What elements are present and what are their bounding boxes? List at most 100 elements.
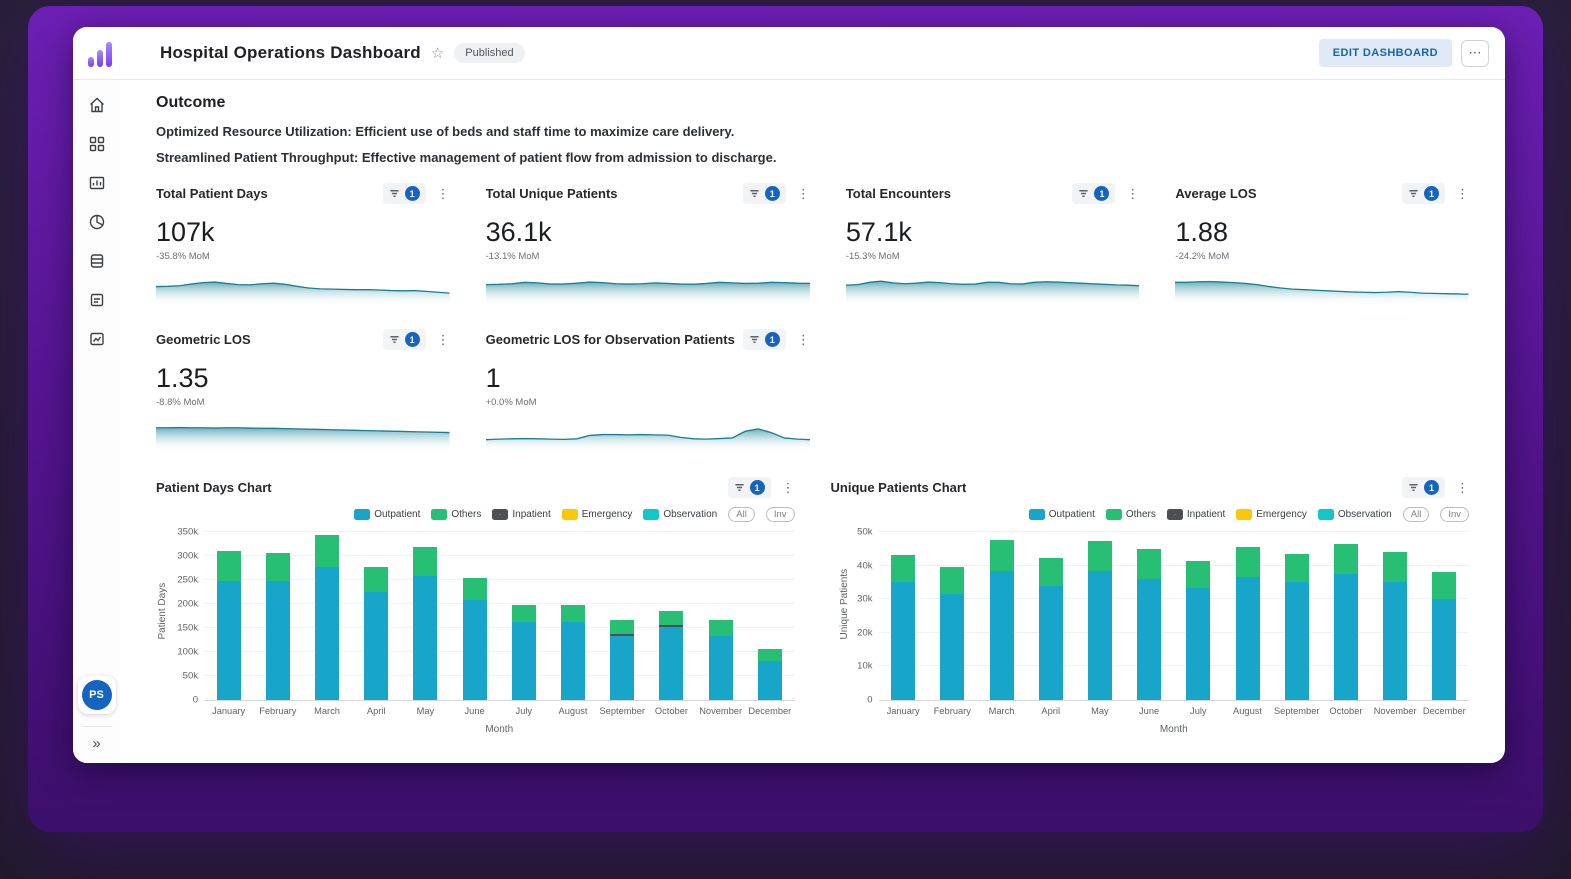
bar-segment-outpatient[interactable] xyxy=(891,582,916,700)
bar-segment-outpatient[interactable] xyxy=(511,621,536,700)
user-avatar[interactable]: PS xyxy=(77,676,116,714)
bar-segment-outpatient[interactable] xyxy=(315,567,339,700)
filter-chip[interactable]: 1 xyxy=(742,329,786,350)
bar-segment-outpatient[interactable] xyxy=(413,575,438,700)
chart-icon[interactable] xyxy=(88,174,106,192)
legend-toggle-all[interactable]: All xyxy=(728,507,755,522)
bar-segment-outpatient[interactable] xyxy=(1235,577,1260,700)
bar-january[interactable] xyxy=(216,551,241,700)
favorite-star-icon[interactable]: ☆ xyxy=(430,44,445,62)
bar-october[interactable] xyxy=(1333,543,1358,700)
bar-segment-others[interactable] xyxy=(708,620,733,636)
bar-segment-outpatient[interactable] xyxy=(989,570,1014,700)
bar-april[interactable] xyxy=(1038,558,1063,700)
bar-november[interactable] xyxy=(708,620,733,700)
bar-segment-others[interactable] xyxy=(265,552,290,582)
kebab-menu-icon[interactable]: ⋮ xyxy=(781,480,795,495)
bar-segment-others[interactable] xyxy=(1137,549,1162,580)
filter-chip[interactable]: 1 xyxy=(1072,183,1116,204)
legend-item[interactable]: Inpatient xyxy=(492,509,551,520)
bar-segment-outpatient[interactable] xyxy=(1137,579,1162,700)
legend-item[interactable]: Emergency xyxy=(561,509,632,520)
kebab-menu-icon[interactable]: ⋮ xyxy=(436,186,450,201)
bar-march[interactable] xyxy=(989,540,1014,700)
bar-august[interactable] xyxy=(1235,547,1260,700)
bar-segment-outpatient[interactable] xyxy=(265,581,290,700)
bar-segment-outpatient[interactable] xyxy=(1432,599,1457,700)
bar-september[interactable] xyxy=(1284,553,1309,700)
bar-segment-others[interactable] xyxy=(1087,541,1112,572)
bar-segment-others[interactable] xyxy=(940,566,965,595)
apps-grid-icon[interactable] xyxy=(88,135,106,153)
workspace-icon[interactable] xyxy=(88,330,106,348)
bar-july[interactable] xyxy=(1186,560,1211,700)
bar-may[interactable] xyxy=(1087,541,1112,700)
legend-item[interactable]: Observation xyxy=(1317,509,1392,520)
bar-segment-others[interactable] xyxy=(989,540,1014,571)
kebab-menu-icon[interactable]: ⋮ xyxy=(796,332,810,347)
filter-chip[interactable]: 1 xyxy=(742,183,786,204)
bar-segment-outpatient[interactable] xyxy=(1333,574,1358,700)
home-icon[interactable] xyxy=(88,96,106,114)
bar-april[interactable] xyxy=(364,566,389,700)
bar-segment-outpatient[interactable] xyxy=(1186,588,1211,700)
bar-segment-outpatient[interactable] xyxy=(610,635,635,700)
bar-segment-others[interactable] xyxy=(364,566,389,593)
filter-chip[interactable]: 1 xyxy=(727,477,771,498)
pie-chart-icon[interactable] xyxy=(88,213,106,231)
legend-toggle-inv[interactable]: Inv xyxy=(765,507,795,522)
legend-toggle-all[interactable]: All xyxy=(1402,507,1430,522)
bar-segment-outpatient[interactable] xyxy=(364,592,389,700)
bar-segment-others[interactable] xyxy=(659,610,684,626)
filter-chip[interactable]: 1 xyxy=(1401,183,1445,204)
bar-segment-outpatient[interactable] xyxy=(940,594,965,700)
bar-segment-others[interactable] xyxy=(610,620,635,634)
bar-segment-others[interactable] xyxy=(1333,543,1358,574)
bar-segment-others[interactable] xyxy=(1284,553,1309,582)
edit-dashboard-button[interactable]: EDIT DASHBOARD xyxy=(1318,39,1452,67)
bar-segment-outpatient[interactable] xyxy=(757,660,782,700)
legend-item[interactable]: Inpatient xyxy=(1166,509,1225,520)
bar-segment-inpatient[interactable] xyxy=(659,625,684,628)
app-logo-icon[interactable] xyxy=(88,39,118,67)
bar-november[interactable] xyxy=(1383,552,1408,700)
bar-segment-outpatient[interactable] xyxy=(708,635,733,700)
more-options-button[interactable]: ⋯ xyxy=(1461,39,1489,67)
bar-march[interactable] xyxy=(315,534,339,700)
document-icon[interactable] xyxy=(88,291,106,309)
legend-item[interactable]: Outpatient xyxy=(1028,509,1095,520)
bar-segment-outpatient[interactable] xyxy=(1087,571,1112,700)
bar-segment-outpatient[interactable] xyxy=(462,599,487,700)
bar-segment-others[interactable] xyxy=(1186,560,1211,589)
expand-sidebar-icon[interactable]: » xyxy=(92,735,101,752)
kebab-menu-icon[interactable]: ⋮ xyxy=(1126,186,1140,201)
bar-segment-others[interactable] xyxy=(315,534,339,568)
kebab-menu-icon[interactable]: ⋮ xyxy=(796,186,810,201)
bar-segment-others[interactable] xyxy=(757,648,782,661)
kebab-menu-icon[interactable]: ⋮ xyxy=(436,332,450,347)
bar-segment-outpatient[interactable] xyxy=(1284,581,1309,700)
bar-segment-others[interactable] xyxy=(1432,571,1457,600)
legend-toggle-inv[interactable]: Inv xyxy=(1440,507,1469,522)
bar-segment-others[interactable] xyxy=(216,551,241,581)
bar-june[interactable] xyxy=(1137,549,1162,700)
bar-june[interactable] xyxy=(462,577,487,700)
legend-item[interactable]: Others xyxy=(1105,509,1156,520)
bar-segment-others[interactable] xyxy=(462,577,487,600)
bar-segment-others[interactable] xyxy=(561,604,586,622)
filter-chip[interactable]: 1 xyxy=(382,329,426,350)
bar-segment-others[interactable] xyxy=(1383,552,1408,582)
filter-chip[interactable]: 1 xyxy=(1402,477,1445,498)
bar-segment-outpatient[interactable] xyxy=(216,580,241,700)
bar-january[interactable] xyxy=(891,554,916,700)
bar-segment-outpatient[interactable] xyxy=(561,621,586,700)
kebab-menu-icon[interactable]: ⋮ xyxy=(1456,480,1469,495)
bar-may[interactable] xyxy=(413,547,438,700)
filter-chip[interactable]: 1 xyxy=(382,183,426,204)
legend-item[interactable]: Outpatient xyxy=(354,509,420,520)
bar-segment-others[interactable] xyxy=(1235,547,1260,578)
bar-august[interactable] xyxy=(561,604,586,700)
bar-segment-others[interactable] xyxy=(413,547,438,576)
bar-segment-outpatient[interactable] xyxy=(659,627,684,700)
bar-segment-others[interactable] xyxy=(511,604,536,622)
